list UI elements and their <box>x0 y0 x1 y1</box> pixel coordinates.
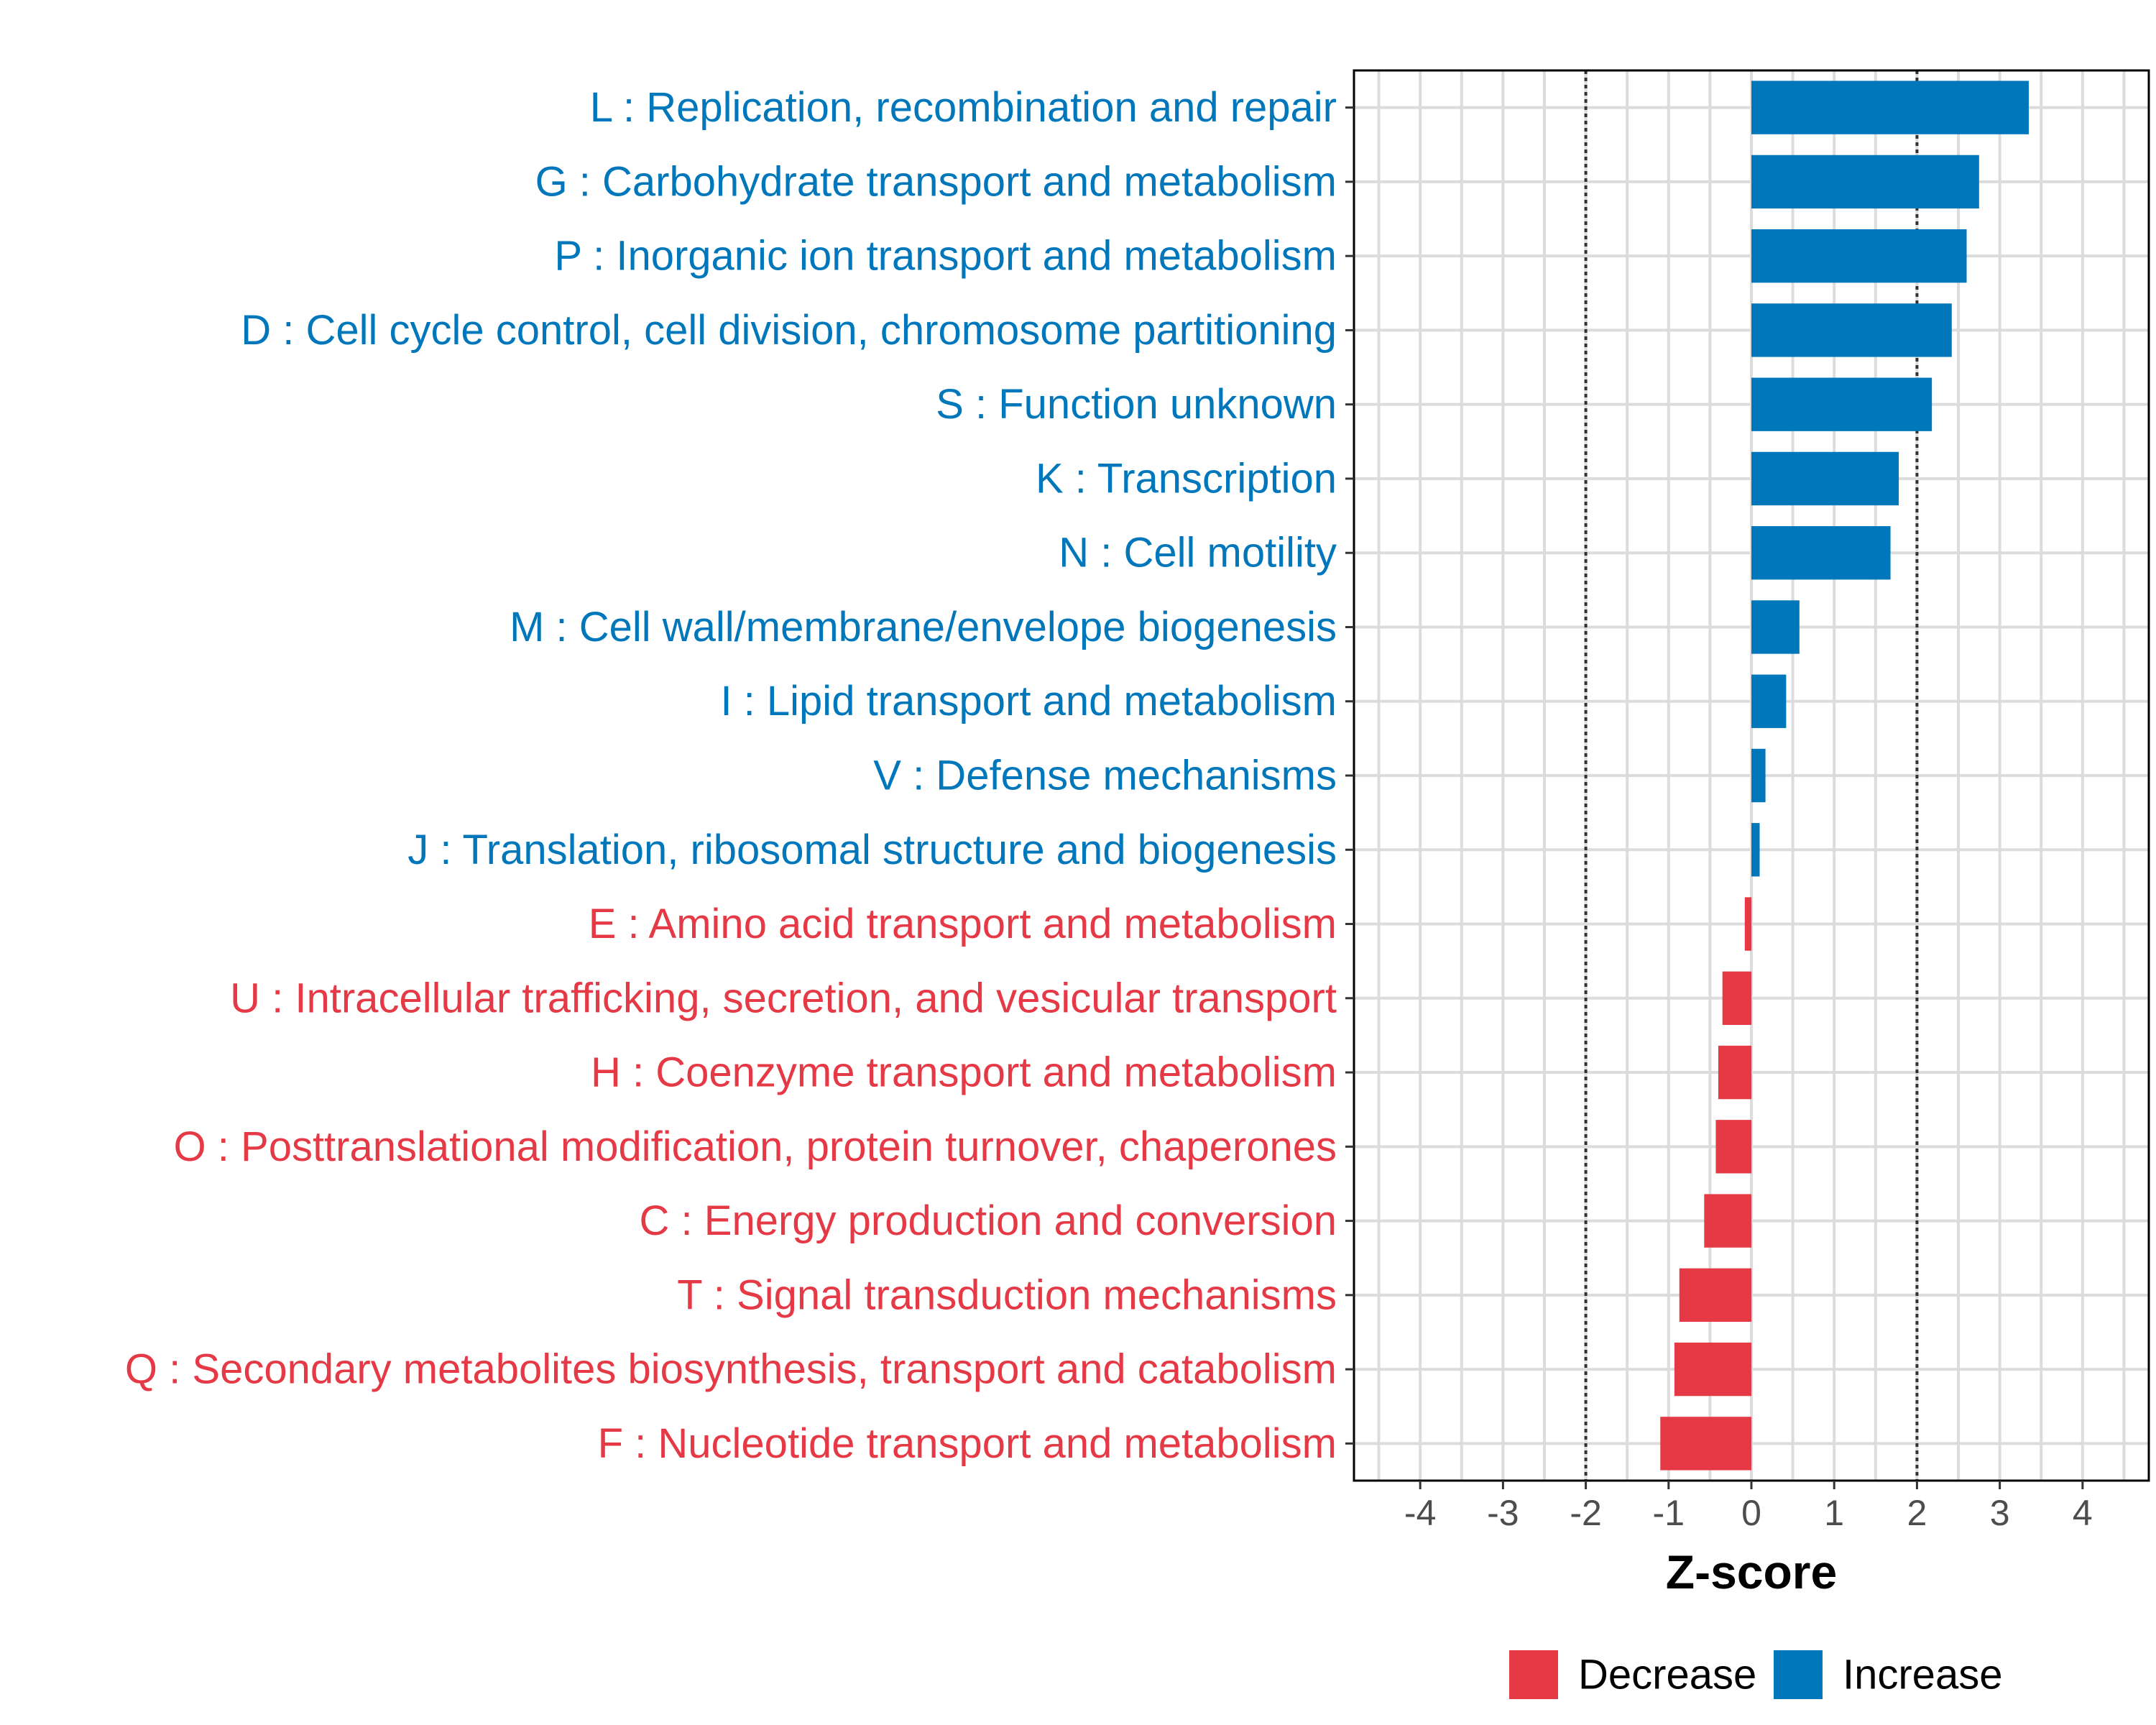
category-label: N : Cell motility <box>1059 530 1337 576</box>
category-label: T : Signal transduction mechanisms <box>677 1271 1337 1318</box>
bar-e <box>1744 897 1751 951</box>
bar-f <box>1660 1417 1751 1471</box>
category-label: L : Replication, recombination and repai… <box>590 84 1337 131</box>
category-label: C : Energy production and conversion <box>640 1197 1337 1244</box>
category-label: G : Carbohydrate transport and metabolis… <box>535 158 1337 205</box>
category-label: E : Amino acid transport and metabolism <box>589 901 1337 947</box>
x-tick-label: -1 <box>1653 1493 1685 1533</box>
x-tick-label: 4 <box>2073 1493 2093 1533</box>
x-tick-label: -4 <box>1404 1493 1436 1533</box>
legend-swatch-increase <box>1774 1650 1823 1699</box>
bar-n <box>1751 526 1891 580</box>
category-label: S : Function unknown <box>936 381 1337 428</box>
x-tick-label: -3 <box>1487 1493 1519 1533</box>
bar-v <box>1751 748 1766 803</box>
y-axis-labels: L : Replication, recombination and repai… <box>125 84 1337 1467</box>
x-axis-tick-labels: -4 -3 -2 -1 0 1 2 3 4 <box>1404 1493 2093 1533</box>
category-label: P : Inorganic ion transport and metaboli… <box>554 233 1337 280</box>
category-label: J : Translation, ribosomal structure and… <box>407 827 1337 873</box>
bar-k <box>1751 451 1899 506</box>
category-label: F : Nucleotide transport and metabolism <box>598 1420 1337 1467</box>
bar-s <box>1751 377 1932 431</box>
x-tick-label: -2 <box>1570 1493 1601 1533</box>
x-axis-title: Z-score <box>1666 1545 1837 1598</box>
bar-g <box>1751 155 1979 209</box>
category-label: O : Posttranslational modification, prot… <box>174 1123 1337 1170</box>
bar-m <box>1751 600 1800 654</box>
legend-label-increase: Increase <box>1843 1652 2002 1698</box>
legend-swatch-decrease <box>1509 1650 1558 1699</box>
bar-u <box>1722 971 1751 1025</box>
bar-l <box>1751 80 2029 134</box>
legend-label-decrease: Decrease <box>1578 1652 1756 1698</box>
x-axis-ticks <box>1419 1481 2084 1489</box>
bar-j <box>1751 823 1760 877</box>
bars <box>1660 80 2029 1471</box>
bar-o <box>1715 1120 1751 1174</box>
category-label: H : Coenzyme transport and metabolism <box>591 1049 1337 1096</box>
category-label: Q : Secondary metabolites biosynthesis, … <box>125 1346 1337 1393</box>
x-tick-label: 3 <box>1990 1493 2010 1533</box>
bar-q <box>1674 1342 1751 1397</box>
bar-t <box>1679 1268 1751 1322</box>
bar-h <box>1718 1045 1751 1100</box>
category-label: M : Cell wall/membrane/envelope biogenes… <box>510 604 1337 650</box>
bar-p <box>1751 229 1967 283</box>
category-label: D : Cell cycle control, cell division, c… <box>241 307 1337 354</box>
y-axis-ticks <box>1345 106 1354 1445</box>
x-tick-label: 2 <box>1907 1493 1927 1533</box>
category-label: I : Lipid transport and metabolism <box>720 678 1337 724</box>
reference-lines <box>1584 70 1919 1481</box>
bar-i <box>1751 674 1787 728</box>
x-tick-label: 1 <box>1824 1493 1844 1533</box>
category-label: K : Transcription <box>1036 455 1337 502</box>
category-label: U : Intracellular trafficking, secretion… <box>230 975 1337 1021</box>
bar-d <box>1751 303 1952 357</box>
bar-c <box>1704 1194 1751 1248</box>
category-label: V : Defense mechanisms <box>873 753 1337 799</box>
x-tick-label: 0 <box>1741 1493 1761 1533</box>
legend: Decrease Increase <box>1509 1650 2002 1699</box>
